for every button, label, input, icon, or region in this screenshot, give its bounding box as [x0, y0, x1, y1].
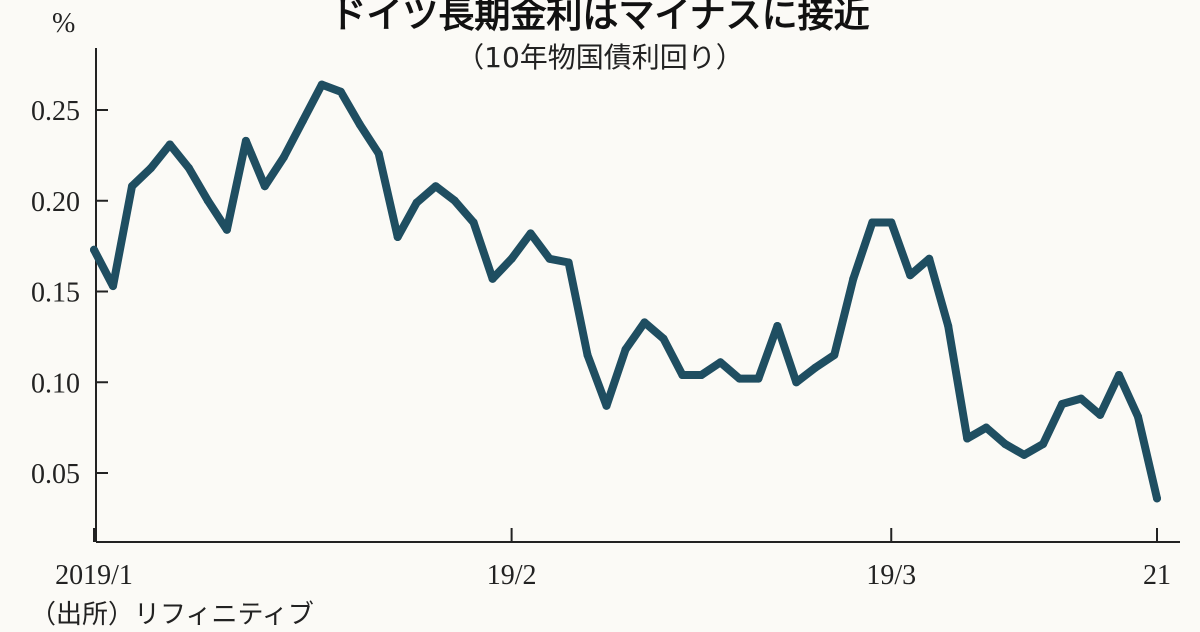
data-point: [792, 378, 801, 387]
chart-subtitle: （10年物国債利回り）: [456, 41, 744, 74]
data-point: [507, 254, 516, 263]
data-point: [222, 225, 231, 234]
data-point: [393, 233, 402, 241]
y-tick-label: 0.25: [31, 96, 80, 127]
data-point: [488, 274, 497, 283]
data-point: [583, 351, 592, 359]
data-point: [184, 164, 193, 173]
data-point: [128, 182, 136, 191]
data-point: [906, 271, 915, 280]
data-point: [811, 363, 820, 372]
data-point: [1020, 450, 1029, 459]
data-point: [1077, 394, 1086, 403]
data-point: [735, 374, 744, 383]
data-point: [317, 80, 326, 89]
data-point: [773, 322, 782, 330]
data-point: [90, 245, 98, 254]
data-point: [279, 153, 288, 162]
data-point: [165, 140, 174, 149]
data-point: [982, 423, 991, 432]
x-tick-label: 21: [1143, 560, 1171, 591]
data-point: [925, 254, 934, 263]
data-point: [146, 164, 155, 173]
data-point: [355, 120, 364, 129]
data-point: [944, 322, 953, 330]
data-point: [412, 198, 421, 207]
data-point: [602, 401, 611, 410]
data-point: [260, 182, 269, 191]
data-point: [469, 218, 478, 227]
data-point: [203, 196, 212, 205]
data-point: [1039, 440, 1048, 448]
data-point: [374, 149, 383, 158]
data-point: [678, 371, 687, 379]
data-point: [336, 87, 345, 96]
data-point: [830, 351, 839, 359]
data-point: [450, 196, 459, 205]
data-point: [1001, 440, 1010, 448]
data-point: [1096, 410, 1105, 419]
data-point: [849, 274, 858, 283]
data-point: [716, 358, 725, 367]
data-point: [1115, 371, 1123, 379]
data-point: [431, 182, 440, 191]
chart-title: ドイツ長期金利はマイナスに接近: [330, 0, 870, 36]
data-point: [109, 282, 117, 291]
x-axis-ticks: 2019/1 19/2 19/3 21: [55, 528, 1171, 591]
y-tick-label: 0.05: [31, 459, 80, 490]
source-note: （出所）リフィニティブ: [30, 600, 314, 630]
data-point: [754, 374, 763, 383]
data-point: [1134, 412, 1142, 421]
data-point: [659, 334, 668, 343]
series-layer: [90, 80, 1161, 503]
y-tick-label: 0.10: [31, 368, 80, 399]
data-point: [526, 229, 535, 238]
y-axis-unit: %: [52, 8, 76, 39]
data-point: [545, 254, 554, 263]
y-tick-label: 0.15: [31, 278, 80, 309]
data-point: [298, 116, 307, 125]
data-point: [241, 136, 250, 145]
series-line: [90, 80, 1161, 503]
data-point: [564, 258, 573, 267]
data-point: [963, 434, 972, 443]
data-point: [697, 371, 706, 379]
x-tick-label: 2019/1: [55, 560, 133, 591]
data-point: [640, 318, 649, 327]
data-point: [868, 218, 877, 227]
y-tick-label: 0.20: [31, 187, 80, 218]
y-axis-ticks: 0.05 0.10 0.15 0.20 0.25: [31, 96, 108, 490]
data-point: [887, 218, 896, 227]
data-point: [1058, 400, 1067, 408]
data-point: [621, 345, 630, 354]
x-tick-label: 19/3: [866, 560, 916, 591]
x-tick-label: 19/2: [487, 560, 537, 591]
data-point: [1153, 494, 1161, 503]
